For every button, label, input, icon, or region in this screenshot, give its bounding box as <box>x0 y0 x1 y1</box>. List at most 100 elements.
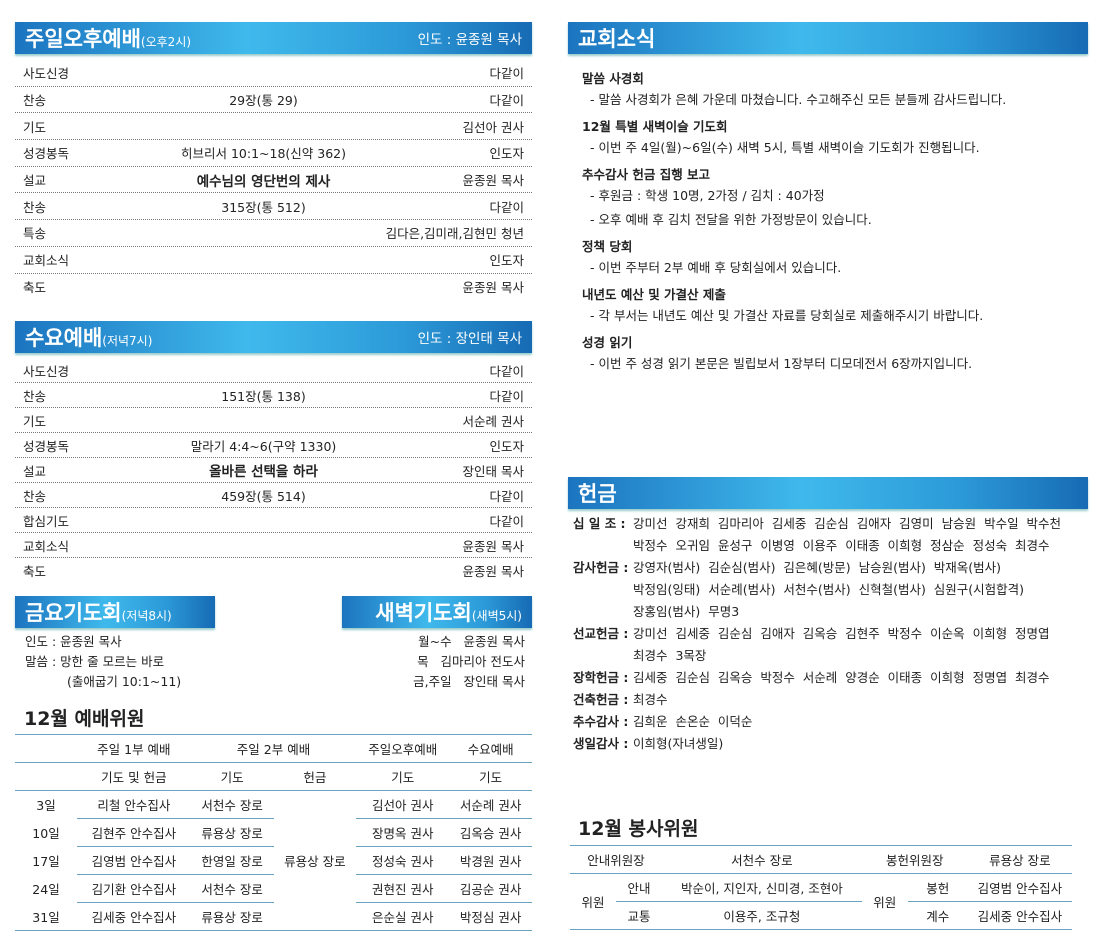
offering-line: 강영자(범사) 김순심(범사) 김은혜(방문) 남승원(범사) 박재옥(범사) <box>633 560 1002 575</box>
offering-group: 생일감사 : 이희형(자녀생일) <box>573 733 1088 755</box>
order-item: 기도 <box>23 413 47 429</box>
news-line: - 이번 주부터 2부 예배 후 당회실에서 있습니다. <box>590 260 842 275</box>
news-line: - 말씀 사경회가 은혜 가운데 마쳤습니다. 수고해주신 모든 분들께 감사드… <box>590 92 1007 107</box>
cell: 위원 <box>570 873 616 930</box>
order-person: 다같이 <box>489 66 524 82</box>
role-header: 기도 <box>356 762 450 791</box>
table-cell: 김선아 권사 <box>356 790 450 819</box>
offering-group: 선교헌금 : 강미선 김세중 김순심 김애자 김옥승 김현주 박정수 이순옥 이희… <box>573 623 1088 667</box>
order-row: 특송 김다은,김미래,김현민 청년 <box>15 220 532 247</box>
offering-group: 추수감사 : 김희운 손온순 이덕순 <box>573 711 1088 733</box>
order-row: 기도 김선아 권사 <box>15 113 532 141</box>
table-cell: 10일 <box>32 826 60 841</box>
dawn-info: 월~수 윤종원 목사 목 김마리아 전도사 금,주일 장인태 목사 <box>413 632 525 692</box>
offering-label: 생일감사 : <box>573 736 629 751</box>
order-person: 다같이 <box>489 488 524 504</box>
table-cell: 서순례 권사 <box>449 790 532 819</box>
section-title: 헌금 <box>578 482 617 506</box>
dawn-header: 새벽기도회(새벽5시) <box>342 596 532 628</box>
table-cell: 김세중 안수집사 <box>77 902 191 931</box>
order-row: 교회소식 인도자 <box>15 247 532 274</box>
table-cell: 김영범 안수집사 <box>77 846 191 875</box>
order-person: 인도자 <box>489 253 524 269</box>
offering-group: 감사헌금 : 강영자(범사) 김순심(범사) 김은혜(방문) 남승원(범사) 박재… <box>573 557 1088 623</box>
news-line: - 오후 예배 후 김치 전달을 위한 가정방문이 있습니다. <box>590 212 872 227</box>
section-time: (저녁7시) <box>102 334 153 348</box>
cell: 김세중 안수집사 <box>977 909 1063 924</box>
order-item: 찬송 <box>23 388 47 404</box>
order-detail: 29장(통 29) <box>229 93 298 109</box>
order-person: 다같이 <box>489 93 524 109</box>
dawn-line: 월~수 윤종원 목사 <box>418 634 525 649</box>
order-item: 설교 <box>23 463 47 479</box>
table-cell: 정성숙 권사 <box>356 846 450 875</box>
section-time: (저녁8시) <box>121 609 172 623</box>
cell: 교통 <box>627 909 651 924</box>
wednesday-header: 수요예배(저녁7시) 인도 : 장인태 목사 <box>15 321 532 353</box>
table-cell: 24일 <box>32 882 60 897</box>
table-cell: 17일 <box>32 854 60 869</box>
order-item: 축도 <box>23 280 47 296</box>
order-item: 찬송 <box>23 93 47 109</box>
order-item: 사도신경 <box>23 363 70 379</box>
order-person: 장인태 목사 <box>462 463 524 479</box>
cell: 안내 <box>616 873 662 902</box>
table-cell: 김공순 권사 <box>449 874 532 903</box>
offering-label: 감사헌금 : <box>573 560 629 575</box>
role-header: 기도 <box>449 762 532 791</box>
order-item: 성경봉독 <box>23 146 70 162</box>
news-header: 교회소식 <box>568 22 1088 54</box>
group-header: 주일오후예배 <box>356 734 450 763</box>
offering-label: 선교헌금 : <box>573 626 629 641</box>
table-cell: 3일 <box>15 790 77 819</box>
offering-list: 십 일 조 : 강미선 강재희 김마리아 김세중 김순심 김애자 김영미 남승원 … <box>573 513 1088 755</box>
order-row: 설교 예수님의 영단번의 제사 윤종원 목사 <box>15 167 532 194</box>
news-heading: 내년도 예산 및 가결산 제출 <box>582 287 726 302</box>
offering-group: 건축헌금 : 최경수 <box>573 689 1088 711</box>
table-cell: 서천수 장로 <box>190 874 274 903</box>
offering-line: 장홍임(범사) 무명3 <box>633 604 740 619</box>
order-row: 찬송 315장(통 512) 다같이 <box>15 193 532 221</box>
order-item: 설교 <box>23 173 47 189</box>
order-item: 사도신경 <box>23 66 70 82</box>
order-person: 윤종원 목사 <box>462 538 524 554</box>
order-detail: 예수님의 영단번의 제사 <box>196 173 331 190</box>
friday-info: 인도 : 윤종원 목사 말씀 : 망한 줄 모르는 바로 (출애굽기 10:1~… <box>25 632 181 692</box>
offering-names: 김세중 김순심 김옥승 박정수 서순례 양경순 이태종 이희형 정명엽 최경수 <box>633 667 1088 689</box>
order-row: 사도신경 다같이 <box>15 358 532 383</box>
order-row: 기도 서순례 권사 <box>15 408 532 433</box>
table-cell: 류용상 장로 <box>190 902 274 931</box>
news-heading: 추수감사 헌금 집행 보고 <box>582 167 711 182</box>
cell: 계수 <box>926 909 950 924</box>
table-row: 17일 김영범 안수집사 한영일 장로 정성숙 권사 박경원 권사 <box>15 846 532 875</box>
friday-header: 금요기도회(저녁8시) <box>15 596 215 628</box>
table-cell: 한영일 장로 <box>190 846 274 875</box>
sunday-pm-header: 주일오후예배(오후2시) 인도 : 윤종원 목사 <box>15 22 532 54</box>
order-row: 찬송 151장(통 138) 다같이 <box>15 383 532 408</box>
offering-line: 김세중 김순심 김옥승 박정수 서순례 양경순 이태종 이희형 정명엽 최경수 <box>633 670 1050 685</box>
order-person: 윤종원 목사 <box>462 280 524 296</box>
offering-line: 강미선 강재희 김마리아 김세중 김순심 김애자 김영미 남승원 박수일 박수천 <box>633 516 1062 531</box>
order-detail: 151장(통 138) <box>221 388 306 404</box>
offering-cell: 류용상 장로 <box>273 790 357 931</box>
offering-names: 김희운 손온순 이덕순 <box>633 711 1088 733</box>
order-person: 서순례 권사 <box>462 413 524 429</box>
news-heading: 정책 당회 <box>582 239 633 254</box>
cell: 봉헌위원장 <box>885 853 944 868</box>
group-header: 주일 2부 예배 <box>190 734 357 763</box>
role-header: 헌금 <box>273 762 357 791</box>
cell: 위원 <box>861 873 908 930</box>
order-detail: 올바른 선택을 하라 <box>209 464 318 480</box>
offering-names: 강영자(범사) 김순심(범사) 김은혜(방문) 남승원(범사) 박재옥(범사) 박… <box>633 557 1088 623</box>
offering-label: 건축헌금 : <box>573 692 629 707</box>
order-row: 성경봉독 말라기 4:4~6(구약 1330) 인도자 <box>15 433 532 458</box>
table-cell: 은순실 권사 <box>356 902 450 931</box>
offering-header: 헌금 <box>568 477 1088 509</box>
cell: 이용주, 조규청 <box>723 909 801 924</box>
table-cell: 박경원 권사 <box>449 846 532 875</box>
friday-sermon: 말씀 : 망한 줄 모르는 바로 <box>25 654 165 669</box>
service-committee-title: 12월 봉사위원 <box>578 818 699 840</box>
group-header: 주일 1부 예배 <box>77 734 191 763</box>
cell: 안내위원장 <box>587 853 645 868</box>
